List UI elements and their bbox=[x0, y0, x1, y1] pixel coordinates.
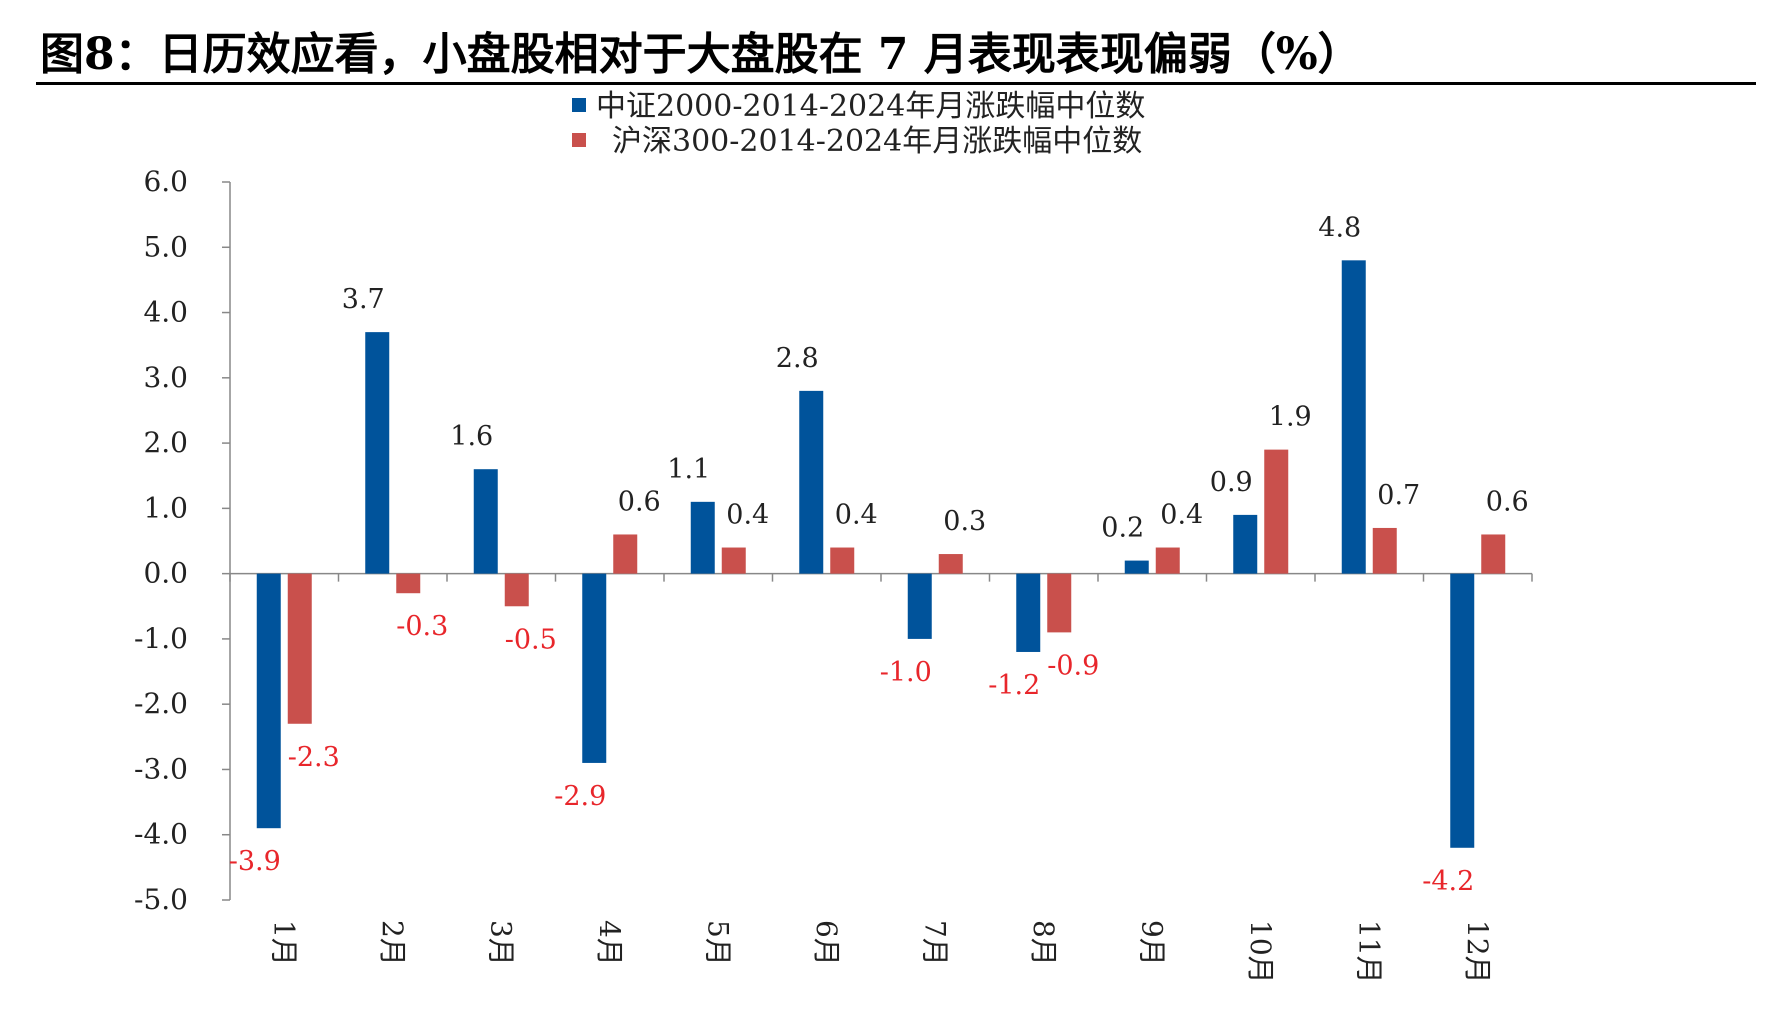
bar-series2 bbox=[1156, 548, 1180, 574]
data-label-series1: -4.2 bbox=[1422, 866, 1474, 897]
y-tick-label: 1.0 bbox=[143, 491, 188, 524]
legend-swatch-series2 bbox=[572, 133, 586, 147]
y-tick-label: 0.0 bbox=[143, 557, 188, 590]
data-label-series2: 0.4 bbox=[835, 500, 878, 531]
y-axis: 6.0 5.0 4.0 3.0 2.0 1.0 0.0 -1.0 -2.0 -3.0 -4.0 -5.… bbox=[134, 165, 230, 916]
y-tick-label: 2.0 bbox=[143, 426, 188, 459]
data-label-series1: 0.2 bbox=[1101, 513, 1144, 544]
x-tick-label: 12月 bbox=[1461, 920, 1494, 984]
legend-label-series1: 中证2000-2014-2024年月涨跌幅中位数 bbox=[596, 89, 1145, 124]
data-label-series2: 0.3 bbox=[943, 506, 986, 537]
data-label-series2: 0.4 bbox=[1160, 500, 1203, 531]
data-labels: -3.9 3.7 1.6 -2.9 1.1 2.8 -1.0 -1.2 0.2 0.9 4.8 -4.… bbox=[229, 212, 1529, 896]
data-label-series2: -0.5 bbox=[505, 624, 557, 655]
legend-label-series2: 沪深300-2014-2024年月涨跌幅中位数 bbox=[612, 124, 1142, 159]
y-tick-label: 3.0 bbox=[143, 361, 188, 394]
y-tick-label: -4.0 bbox=[134, 818, 188, 851]
bar-series2 bbox=[1264, 450, 1288, 574]
data-label-series1: -3.9 bbox=[229, 846, 281, 877]
bar-series2 bbox=[396, 574, 420, 594]
legend-swatch-series1 bbox=[572, 98, 586, 112]
bar-series1 bbox=[257, 574, 281, 829]
x-tick-label: 6月 bbox=[810, 920, 843, 966]
data-label-series2: -2.3 bbox=[288, 742, 340, 773]
x-tick-label-group: 2月 bbox=[376, 920, 409, 966]
bar-series2 bbox=[1481, 534, 1505, 573]
data-label-series1: 4.8 bbox=[1318, 212, 1361, 243]
bar-series2 bbox=[288, 574, 312, 724]
bar-series2 bbox=[1373, 528, 1397, 574]
data-label-series2: -0.3 bbox=[396, 611, 448, 642]
x-tick-label: 1月 bbox=[267, 920, 300, 966]
x-tick-label-group: 11月 bbox=[1352, 920, 1385, 984]
bars bbox=[257, 260, 1506, 847]
y-tick-label: -3.0 bbox=[134, 752, 188, 785]
bar-series2 bbox=[1047, 574, 1071, 633]
data-label-series1: 0.9 bbox=[1210, 467, 1253, 498]
bar-series2 bbox=[722, 548, 746, 574]
y-tick-label: -2.0 bbox=[134, 687, 188, 720]
bar-series1 bbox=[1233, 515, 1257, 574]
data-label-series1: -2.9 bbox=[554, 781, 606, 812]
x-tick-label: 2月 bbox=[376, 920, 409, 966]
bar-chart: 中证2000-2014-2024年月涨跌幅中位数 沪深300-2014-2024… bbox=[0, 0, 1789, 1025]
data-label-series2: 0.4 bbox=[726, 500, 769, 531]
bar-series1 bbox=[1016, 574, 1040, 652]
data-label-series2: 0.7 bbox=[1377, 480, 1420, 511]
bar-series2 bbox=[613, 534, 637, 573]
data-label-series2: -0.9 bbox=[1047, 650, 1099, 681]
data-label-series1: 1.6 bbox=[450, 421, 493, 452]
data-label-series2: 1.9 bbox=[1269, 402, 1312, 433]
y-tick-label: 6.0 bbox=[143, 165, 188, 198]
x-tick-label: 3月 bbox=[484, 920, 517, 966]
data-label-series2: 0.6 bbox=[1486, 486, 1529, 517]
bar-series2 bbox=[830, 548, 854, 574]
x-tick-label: 7月 bbox=[918, 920, 951, 966]
x-tick-label-group: 1月 bbox=[267, 920, 300, 966]
x-tick-label-group: 7月 bbox=[918, 920, 951, 966]
y-tick-label: 4.0 bbox=[143, 296, 188, 329]
x-tick-label-group: 5月 bbox=[701, 920, 734, 966]
x-tick-label-group: 12月 bbox=[1461, 920, 1494, 984]
y-tick-label: -5.0 bbox=[134, 883, 188, 916]
x-tick-label-group: 10月 bbox=[1244, 920, 1277, 984]
bar-series1 bbox=[474, 469, 498, 573]
x-tick-label-group: 8月 bbox=[1027, 920, 1060, 966]
x-tick-label-group: 3月 bbox=[484, 920, 517, 966]
x-tick-label: 10月 bbox=[1244, 920, 1277, 984]
bar-series1 bbox=[1125, 561, 1149, 574]
data-label-series1: 3.7 bbox=[342, 284, 385, 315]
bar-series1 bbox=[908, 574, 932, 639]
data-label-series2: 0.6 bbox=[618, 486, 661, 517]
data-label-series1: 1.1 bbox=[667, 454, 710, 485]
data-label-series1: -1.0 bbox=[880, 657, 932, 688]
x-tick-label-group: 4月 bbox=[593, 920, 626, 966]
data-label-series1: 2.8 bbox=[776, 343, 819, 374]
data-label-series1: -1.2 bbox=[988, 670, 1040, 701]
x-tick-label-group: 9月 bbox=[1135, 920, 1168, 966]
bar-series1 bbox=[582, 574, 606, 763]
bar-series2 bbox=[939, 554, 963, 574]
x-tick-label: 5月 bbox=[701, 920, 734, 966]
x-tick-label: 9月 bbox=[1135, 920, 1168, 966]
bar-series1 bbox=[1342, 260, 1366, 573]
x-tick-label: 4月 bbox=[593, 920, 626, 966]
legend: 中证2000-2014-2024年月涨跌幅中位数 沪深300-2014-2024… bbox=[572, 89, 1145, 159]
y-tick-label: -1.0 bbox=[134, 622, 188, 655]
y-tick-label: 5.0 bbox=[143, 230, 188, 263]
x-tick-label: 8月 bbox=[1027, 920, 1060, 966]
bar-series1 bbox=[691, 502, 715, 574]
bar-series1 bbox=[1450, 574, 1474, 848]
bar-series1 bbox=[365, 332, 389, 574]
x-tick-label-group: 6月 bbox=[810, 920, 843, 966]
bar-series2 bbox=[505, 574, 529, 607]
x-tick-label: 11月 bbox=[1352, 920, 1385, 984]
bar-series1 bbox=[799, 391, 823, 574]
